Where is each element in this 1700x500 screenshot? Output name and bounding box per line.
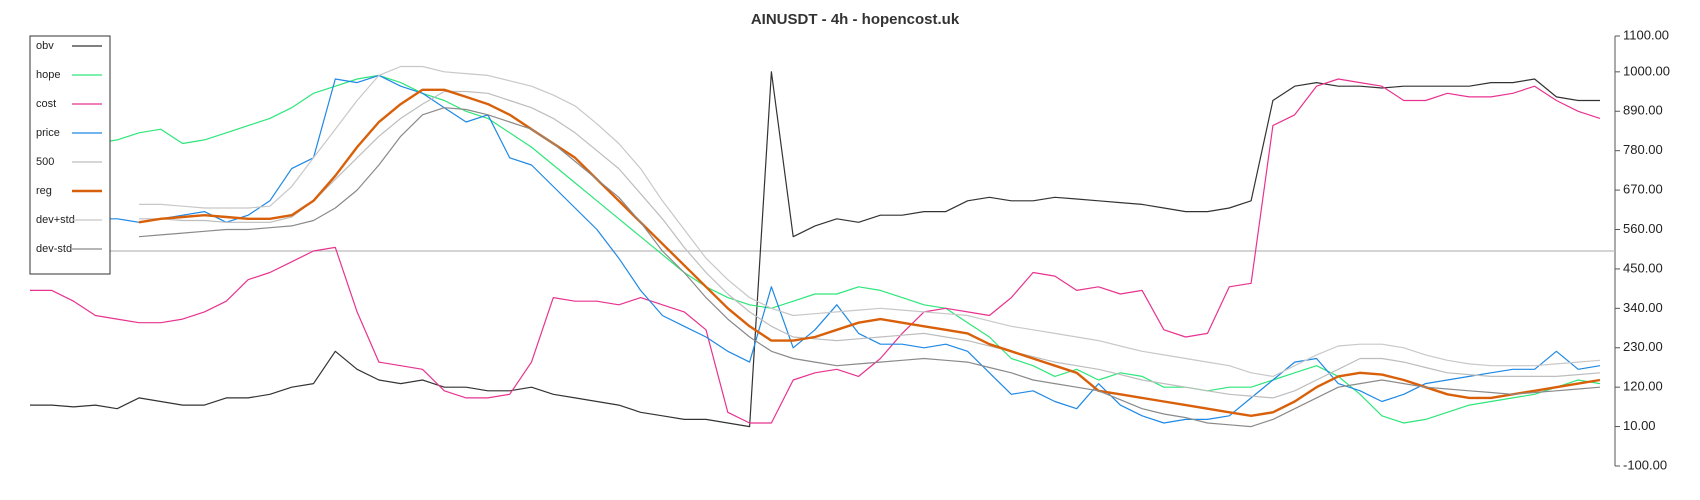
y-tick-label: 670.00 bbox=[1623, 182, 1663, 197]
legend-box bbox=[29, 35, 111, 275]
series-line bbox=[30, 71, 1600, 428]
series-line bbox=[138, 107, 1601, 428]
series-line bbox=[139, 90, 1601, 399]
y-tick-label: 10.00 bbox=[1623, 418, 1656, 433]
series-line bbox=[139, 65, 1601, 377]
legend-label: 500 bbox=[36, 156, 54, 168]
y-tick-label: 1100.00 bbox=[1623, 27, 1669, 42]
chart-title: AINUSDT - 4h - hopencost.uk bbox=[751, 11, 960, 28]
y-tick-label: 890.00 bbox=[1623, 103, 1663, 118]
series-line bbox=[29, 74, 1601, 424]
y-tick-label: 560.00 bbox=[1623, 221, 1663, 236]
y-tick-label: 450.00 bbox=[1623, 260, 1663, 275]
legend-label: dev+std bbox=[36, 214, 75, 226]
series-line bbox=[138, 88, 1601, 417]
y-tick-label: 780.00 bbox=[1623, 142, 1663, 157]
legend-label: dev-std bbox=[36, 243, 72, 255]
legend-label: price bbox=[36, 127, 60, 139]
legend-label: obv bbox=[36, 40, 54, 52]
series-line bbox=[30, 78, 1601, 424]
legend-label: hope bbox=[36, 69, 60, 81]
legend-label: cost bbox=[36, 98, 56, 110]
y-tick-label: -100.00 bbox=[1623, 457, 1667, 472]
series-line bbox=[29, 74, 1601, 424]
y-tick-label: 1000.00 bbox=[1623, 63, 1670, 78]
y-tick-label: 340.00 bbox=[1623, 300, 1663, 315]
legend-label: reg bbox=[36, 185, 52, 197]
y-tick-label: 120.00 bbox=[1623, 379, 1663, 394]
y-tick-label: 230.00 bbox=[1623, 339, 1663, 354]
